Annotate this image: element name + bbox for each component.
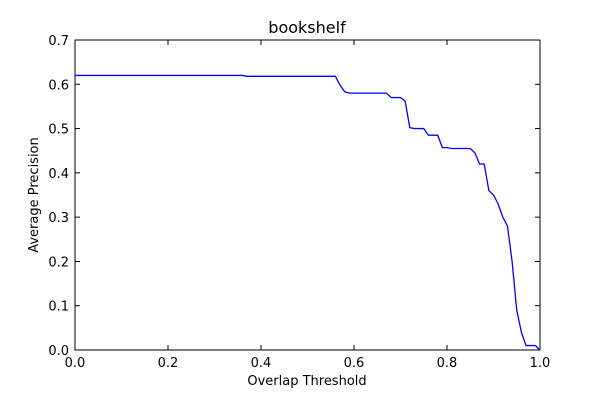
x-axis-ticks: 0.0 0.2 0.4 0.6 0.8 1.0 [65, 40, 551, 371]
plot-area [74, 39, 541, 351]
x-tick-label: 0.8 [437, 356, 458, 371]
x-axis-label: Overlap Threshold [247, 374, 366, 389]
y-tick-label: 0.7 [48, 34, 69, 49]
x-tick-label: 0.6 [344, 356, 365, 371]
x-tick-label: 0.0 [65, 356, 86, 371]
series-line [75, 74, 541, 351]
y-axis-label: Average Precision [27, 137, 42, 253]
y-tick-label: 0.3 [48, 211, 69, 226]
y-tick-label: 0.0 [48, 344, 69, 359]
y-tick-label: 0.2 [48, 255, 69, 270]
x-tick-label: 1.0 [530, 356, 551, 371]
x-tick-label: 0.2 [158, 356, 179, 371]
chart-title: bookshelf [268, 18, 346, 37]
y-axis-ticks: 0.0 0.1 0.2 0.3 0.4 0.5 0.6 0.7 [48, 34, 540, 359]
y-tick-label: 0.5 [48, 123, 69, 138]
x-tick-label: 0.4 [251, 356, 272, 371]
y-tick-label: 0.1 [48, 300, 69, 315]
y-tick-label: 0.6 [48, 78, 69, 93]
y-tick-label: 0.4 [48, 167, 69, 182]
